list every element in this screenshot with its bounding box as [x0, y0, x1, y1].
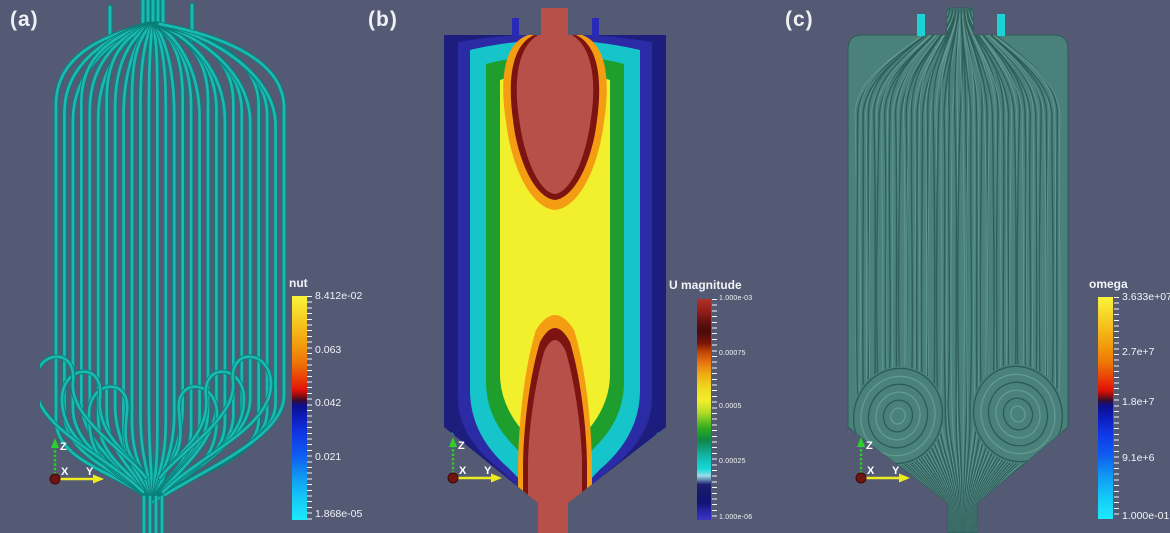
orientation-axes-widget: Z X Y — [855, 437, 910, 484]
legend-tick-label: 1.000e-01 — [1122, 510, 1170, 522]
legend-tick-label: 0.00025 — [719, 458, 746, 465]
side-tube-left — [512, 18, 519, 36]
panel-b-contour-view — [444, 8, 666, 533]
top-inlet-tube — [541, 8, 568, 36]
y-axis-label: Y — [86, 466, 94, 478]
side-tube-right — [997, 14, 1005, 36]
origin-sphere — [49, 473, 61, 485]
legend-title: U magnitude — [669, 278, 742, 292]
panel-c-lic-view — [847, 7, 1069, 533]
y-axis-label: Y — [484, 465, 492, 477]
legend-title: nut — [289, 276, 308, 290]
z-axis-label: Z — [866, 440, 873, 452]
panel-b-label: (b) — [368, 8, 398, 31]
y-axis-arrowhead — [93, 474, 104, 484]
legend-tick-label: 0.00075 — [719, 350, 746, 357]
y-axis-arrowhead — [899, 473, 910, 483]
legend-u-magnitude: U magnitude 1.000e-03 0.00075 0.0005 0.0… — [668, 278, 768, 530]
colorbar — [1098, 297, 1113, 519]
legend-tick-label: 2.7e+7 — [1122, 346, 1155, 358]
origin-sphere — [855, 472, 867, 484]
origin-sphere — [447, 472, 459, 484]
legend-tick-label: 1.868e-05 — [315, 508, 363, 520]
z-axis-arrowhead — [857, 437, 865, 447]
streamtube-bundle — [40, 0, 287, 533]
legend-tick-label: 0.042 — [315, 397, 342, 409]
colorbar — [292, 296, 307, 520]
legend-tick-label: 1.8e+7 — [1122, 396, 1155, 408]
legend-tick-label: 1.000e-03 — [719, 295, 753, 302]
legend-nut: nut 8.412e-02 0.063 0.042 0.021 1.868e-0… — [288, 276, 362, 528]
y-axis-arrowhead — [491, 473, 502, 483]
legend-tick-label: 9.1e+6 — [1122, 452, 1155, 464]
x-axis-label: X — [459, 465, 467, 477]
tick-strip — [712, 299, 717, 520]
velocity-contour-bands — [448, 35, 662, 533]
z-axis-arrowhead — [449, 437, 457, 447]
x-axis-label: X — [61, 466, 69, 478]
legend-tick-label: 1.000e-06 — [719, 514, 753, 521]
legend-tick-label: 0.0005 — [719, 403, 742, 410]
x-axis-label: X — [867, 465, 875, 477]
panel-c-label: (c) — [785, 8, 814, 31]
side-tube-left — [917, 14, 925, 36]
orientation-axes-widget: Z X Y — [49, 438, 104, 485]
orientation-axes-widget: Z X Y — [447, 437, 502, 484]
legend-omega: omega 3.633e+07 2.7e+7 1.8e+7 9.1e+6 1.0… — [1088, 277, 1170, 529]
z-axis-arrowhead — [51, 438, 59, 448]
lic-streamline-texture — [851, 9, 1065, 533]
tick-strip — [1114, 297, 1119, 519]
panel-a-label: (a) — [10, 8, 39, 31]
legend-tick-label: 0.021 — [315, 451, 342, 463]
legend-tick-label: 0.063 — [315, 344, 342, 356]
colorbar — [697, 299, 711, 520]
y-axis-label: Y — [892, 465, 900, 477]
tick-strip — [307, 296, 312, 520]
panel-a-streamtubes-view — [40, 0, 287, 533]
legend-tick-label: 8.412e-02 — [315, 290, 363, 302]
side-tube-right — [592, 18, 599, 36]
legend-title: omega — [1089, 277, 1128, 291]
bottom-outlet-tube — [538, 501, 568, 533]
z-axis-label: Z — [458, 440, 465, 452]
z-axis-label: Z — [60, 441, 67, 453]
legend-tick-label: 3.633e+07 — [1122, 291, 1170, 303]
